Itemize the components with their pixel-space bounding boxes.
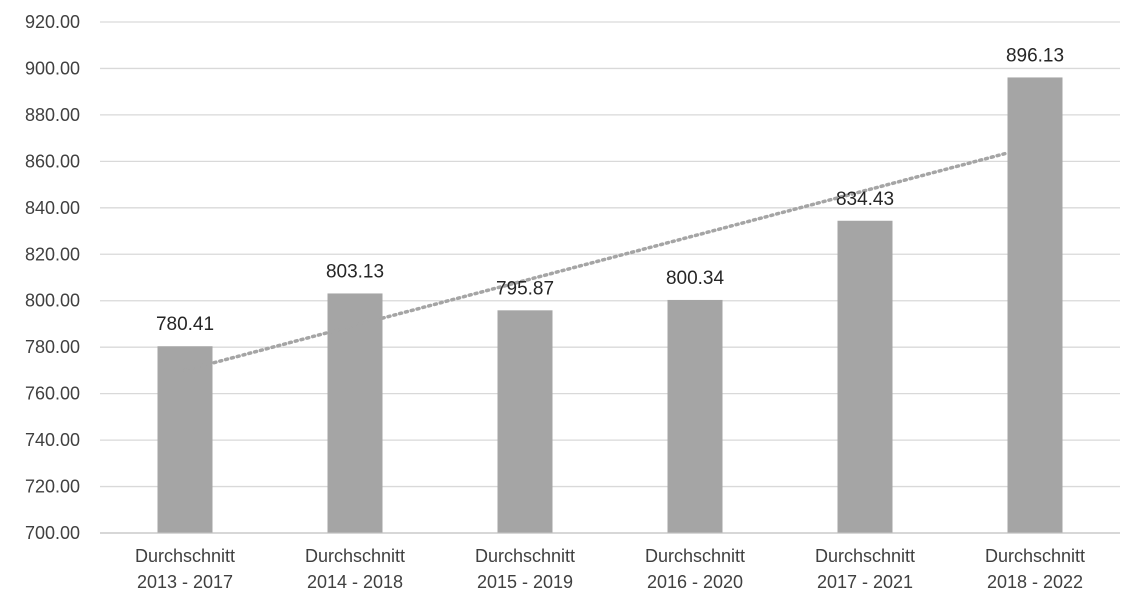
x-tick-label-line: Durchschnitt — [645, 546, 745, 566]
x-tick-label: Durchschnitt 2016 - 2020 — [645, 546, 745, 592]
x-tick-label-line: 2018 - 2022 — [987, 572, 1083, 592]
x-tick-label-line: Durchschnitt — [305, 546, 405, 566]
bar — [837, 220, 893, 533]
bar — [667, 299, 723, 533]
data-label: 780.41 — [156, 314, 214, 335]
y-tick-label: 820.00 — [25, 244, 80, 264]
bar — [327, 293, 383, 533]
x-tick-label-line: Durchschnitt — [135, 546, 235, 566]
y-tick-label: 900.00 — [25, 58, 80, 78]
trendline — [183, 151, 1010, 373]
x-tick-label: Durchschnitt 2013 - 2017 — [135, 546, 235, 592]
x-tick-label: Durchschnitt 2017 - 2021 — [815, 546, 915, 592]
x-tick-label-line: 2013 - 2017 — [137, 572, 233, 592]
y-tick-label: 760.00 — [25, 384, 80, 404]
x-tick-label-line: 2016 - 2020 — [647, 572, 743, 592]
data-label: 795.87 — [496, 278, 554, 299]
x-tick-label: Durchschnitt 2018 - 2022 — [985, 546, 1085, 592]
x-tick-label-line: 2015 - 2019 — [477, 572, 573, 592]
bars — [157, 77, 1063, 534]
y-tick-label: 920.00 — [25, 12, 80, 32]
x-axis-tick-labels: Durchschnitt 2013 - 2017 Durchschnitt 2014 … — [135, 546, 1085, 592]
data-label: 834.43 — [836, 189, 894, 210]
trendline-group — [183, 151, 1010, 373]
y-tick-label: 780.00 — [25, 337, 80, 357]
y-tick-label: 740.00 — [25, 430, 80, 450]
bar — [1007, 77, 1063, 534]
y-tick-label: 720.00 — [25, 477, 80, 497]
x-tick-label: Durchschnitt 2015 - 2019 — [475, 546, 575, 592]
x-tick-label-line: 2017 - 2021 — [817, 572, 913, 592]
x-tick-label-line: 2014 - 2018 — [307, 572, 403, 592]
gridlines — [100, 21, 1120, 488]
bar — [157, 346, 213, 533]
x-tick-label: Durchschnitt 2014 - 2018 — [305, 546, 405, 592]
data-label: 896.13 — [1006, 45, 1064, 66]
x-tick-label-line: Durchschnitt — [475, 546, 575, 566]
y-tick-label: 700.00 — [25, 523, 80, 543]
bar — [497, 310, 553, 533]
data-labels: 780.41 803.13 795.87 800.34 834.43 896.13 — [156, 45, 1064, 335]
y-axis-tick-labels: 700.00 720.00 740.00 760.00 780.00 800.00 820.… — [25, 12, 80, 543]
x-tick-label-line: Durchschnitt — [985, 546, 1085, 566]
y-tick-label: 880.00 — [25, 105, 80, 125]
data-label: 803.13 — [326, 261, 384, 282]
x-tick-label-line: Durchschnitt — [815, 546, 915, 566]
y-tick-label: 800.00 — [25, 291, 80, 311]
data-label: 800.34 — [666, 268, 725, 289]
y-tick-label: 840.00 — [25, 198, 80, 218]
y-tick-label: 860.00 — [25, 151, 80, 171]
